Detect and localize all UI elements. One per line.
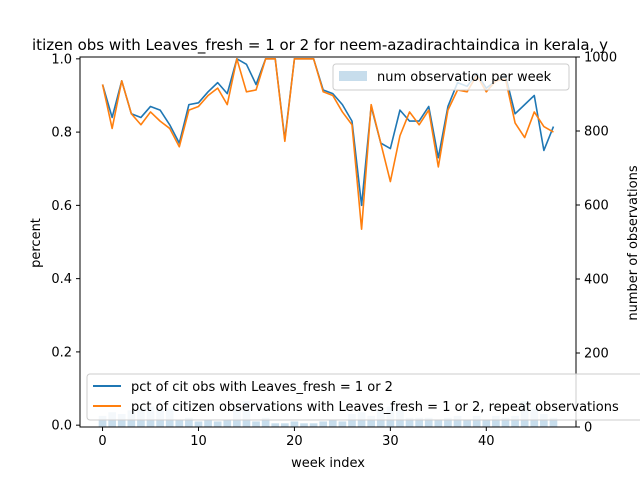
x-tick-label: 40 <box>478 434 495 449</box>
bar-mark <box>290 421 299 427</box>
bar-mark <box>501 417 510 427</box>
y2-tick-label: 0 <box>584 421 592 436</box>
chart-title: itizen obs with Leaves_fresh = 1 or 2 fo… <box>32 36 608 55</box>
y2-axis-label: number of observations <box>626 165 640 320</box>
bar-mark <box>492 415 500 427</box>
bar-mark <box>271 423 280 427</box>
bar-mark <box>319 421 328 427</box>
bar-mark <box>175 419 184 427</box>
bar-mark <box>453 415 462 427</box>
bar-mark <box>444 417 452 427</box>
bar-mark <box>204 419 212 427</box>
y-tick-label: 0.4 <box>51 272 72 287</box>
legend-top-right: num observation per week <box>332 63 570 91</box>
bar-mark <box>348 414 356 427</box>
bar-mark <box>511 415 519 427</box>
y-axis-label: percent <box>29 218 44 268</box>
bar-mark <box>309 423 318 427</box>
y2-tick-label: 400 <box>584 273 609 288</box>
y-axis-right: 0 200 400 600 800 1000 <box>576 51 617 436</box>
bar-mark <box>185 417 193 427</box>
bar-mark <box>300 423 308 427</box>
x-tick-label: 20 <box>286 434 303 449</box>
bar-mark <box>213 421 222 427</box>
legend-label-bars: num observation per week <box>377 70 552 85</box>
bar-mark <box>223 419 232 427</box>
bar-mark <box>194 421 203 427</box>
bar-mark <box>338 421 347 427</box>
x-axis-label: week index <box>291 456 365 471</box>
y-tick-label: 0.0 <box>51 419 72 434</box>
legend-bottom-left: pct of cit obs with Leaves_fresh = 1 or … <box>86 373 640 421</box>
bar-mark <box>405 417 414 427</box>
bar-mark <box>328 419 337 427</box>
bar-mark <box>463 419 471 427</box>
bar-mark <box>98 415 107 427</box>
y-tick-label: 1.0 <box>51 52 72 67</box>
legend-swatch-bars <box>339 71 367 81</box>
bar-mark <box>424 417 433 427</box>
bar-mark <box>117 414 126 427</box>
y-tick-label: 0.8 <box>51 126 72 141</box>
x-tick-label: 10 <box>190 434 207 449</box>
bar-mark <box>415 417 423 427</box>
legend-label-line-2: pct of citizen observations with Leaves_… <box>131 400 619 415</box>
y-tick-label: 0.2 <box>51 345 72 360</box>
bar-mark <box>472 415 481 427</box>
bar-mark <box>434 419 443 427</box>
y2-tick-label: 600 <box>584 199 609 214</box>
x-tick-label: 30 <box>382 434 399 449</box>
bar-mark <box>367 415 376 427</box>
x-axis: 0 10 20 30 40 <box>98 427 495 449</box>
bar-mark <box>261 417 270 427</box>
bar-mark <box>549 417 558 427</box>
y2-tick-label: 800 <box>584 125 609 140</box>
bar-mark <box>252 421 260 427</box>
legend-box <box>86 373 640 421</box>
bar-mark <box>482 419 491 427</box>
plot-frame <box>79 56 577 428</box>
bar-mark <box>280 423 289 427</box>
bar-mark <box>540 414 548 427</box>
y2-tick-label: 1000 <box>584 51 617 66</box>
y-axis-left: 0.0 0.2 0.4 0.6 0.8 1.0 <box>51 52 80 434</box>
legend-box <box>332 63 570 91</box>
y2-tick-label: 200 <box>584 347 609 362</box>
y-tick-label: 0.6 <box>51 199 72 214</box>
x-tick-label: 0 <box>98 434 106 449</box>
legend-label-line-1: pct of cit obs with Leaves_fresh = 1 or … <box>131 380 393 395</box>
